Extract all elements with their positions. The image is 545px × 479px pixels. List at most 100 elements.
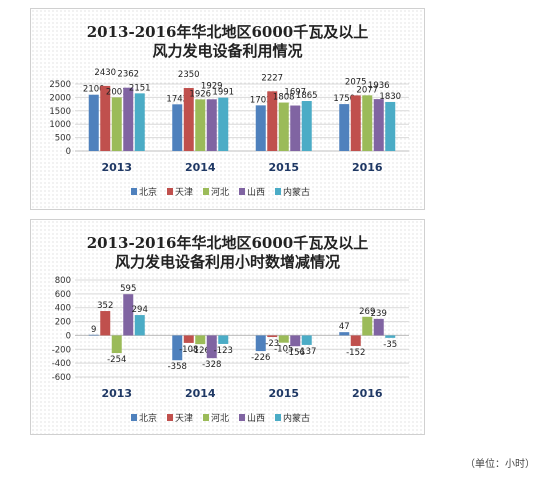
y-tick-label: 400: [55, 304, 71, 314]
bar: [172, 104, 183, 151]
data-label: -105: [274, 345, 293, 355]
legend-swatch: [275, 414, 281, 421]
data-label: 47: [339, 322, 350, 332]
bar: [100, 85, 111, 151]
data-label: 1703: [250, 95, 272, 105]
y-tick-label: 2000: [49, 93, 71, 103]
data-label: 294: [132, 305, 148, 315]
data-label: -123: [214, 346, 233, 356]
bar: [218, 97, 229, 151]
legend-label: 河北: [211, 186, 229, 198]
data-label: 352: [97, 301, 113, 311]
y-tick-label: -600: [52, 373, 71, 383]
data-label: -358: [168, 362, 187, 372]
bar: [278, 335, 289, 343]
bar: [134, 93, 145, 151]
legend-swatch: [275, 188, 281, 195]
data-label: 1929: [201, 81, 223, 91]
data-label: 1991: [212, 88, 234, 98]
bar: [111, 335, 122, 354]
category-label: 2015: [268, 387, 299, 400]
y-tick-label: 1500: [49, 107, 71, 117]
bar: [183, 335, 194, 343]
y-tick-label: 500: [55, 134, 71, 144]
bar: [267, 91, 278, 151]
data-label: -328: [202, 360, 221, 370]
data-label: -126: [191, 346, 210, 356]
bar: [183, 88, 194, 151]
bar: [362, 95, 373, 151]
bar: [218, 335, 229, 344]
legend-label: 天津: [175, 187, 193, 198]
bar: [255, 105, 266, 151]
data-label: 2227: [261, 73, 283, 83]
bar: [123, 294, 134, 336]
legend-swatch: [239, 414, 245, 421]
bar: [373, 318, 384, 336]
category-label: 2016: [352, 161, 383, 174]
bar: [195, 335, 206, 345]
data-label: 2100: [83, 85, 105, 95]
data-label: 1697: [284, 88, 306, 98]
bar: [267, 335, 278, 338]
data-label: 2077: [356, 85, 378, 95]
data-label: 2151: [129, 83, 151, 93]
chart-change-plot: -600 -400 -200 0 200 400 600 800 9 352 -254 595 294 2…: [52, 276, 409, 424]
bar: [385, 335, 396, 338]
data-label: 269: [359, 307, 375, 317]
bar: [339, 104, 350, 151]
legend-swatch: [167, 414, 173, 421]
bar: [172, 335, 183, 361]
data-label: -254: [107, 355, 126, 365]
data-label: -35: [383, 340, 397, 350]
y-tick-label: 200: [55, 318, 71, 328]
data-label: 1808: [273, 93, 295, 103]
chart-title-line-1: 2013-2016年华北地区6000千瓦及以上: [86, 23, 369, 41]
legend-label: 北京: [139, 412, 157, 424]
y-tick-label: -200: [52, 345, 71, 355]
data-label: 1926: [189, 89, 211, 99]
bar: [290, 335, 301, 347]
bar: [195, 99, 206, 151]
data-label: -226: [251, 353, 270, 363]
y-tick-label: 600: [55, 290, 71, 300]
chart-utilization: 2013-2016年华北地区6000千瓦及以上 风力发电设备利用情况 0 500 1…: [30, 8, 425, 210]
chart-title-line-1: 2013-2016年华北地区6000千瓦及以上: [86, 234, 369, 252]
y-tick-label: -400: [52, 359, 71, 369]
y-tick-label: 0: [66, 147, 71, 157]
category-label: 2014: [185, 387, 216, 400]
data-label: 1742: [166, 94, 188, 104]
data-label: 1750: [333, 94, 355, 104]
data-label: -156: [286, 348, 305, 358]
bar: [350, 335, 361, 346]
legend-label: 河北: [211, 412, 229, 424]
bar: [111, 97, 122, 151]
data-label: 595: [120, 284, 136, 294]
bar: [206, 99, 217, 151]
bar: [255, 335, 266, 352]
bar: [362, 316, 373, 336]
unit-note: （单位：小时）: [465, 459, 535, 470]
y-tick-label: 1000: [49, 120, 71, 130]
data-label: 2430: [94, 68, 116, 78]
bar: [206, 335, 217, 359]
data-label: 9: [91, 325, 96, 335]
category-label: 2014: [185, 161, 216, 174]
data-label: 2350: [178, 70, 200, 80]
chart-change: 2013-2016年华北地区6000千瓦及以上 风力发电设备利用小时数增减情况 …: [30, 219, 425, 435]
y-tick-label: 2500: [49, 80, 71, 90]
legend-label: 北京: [139, 186, 157, 198]
legend-swatch: [239, 188, 245, 195]
data-label: 1936: [368, 81, 390, 91]
data-label: 2362: [117, 70, 139, 80]
bar: [301, 335, 312, 345]
data-label: 1830: [379, 92, 401, 102]
bar: [350, 95, 361, 151]
data-label: 2075: [345, 77, 367, 87]
bar: [290, 105, 301, 151]
data-label: 2001: [106, 87, 128, 97]
category-label: 2013: [101, 161, 132, 174]
legend-label: 山西: [247, 187, 265, 198]
chart-utilization-plot: 0 500 1000 1500 2000 2500 2100 2430 2001 2362 2151…: [49, 68, 409, 198]
category-label: 2013: [101, 387, 132, 400]
